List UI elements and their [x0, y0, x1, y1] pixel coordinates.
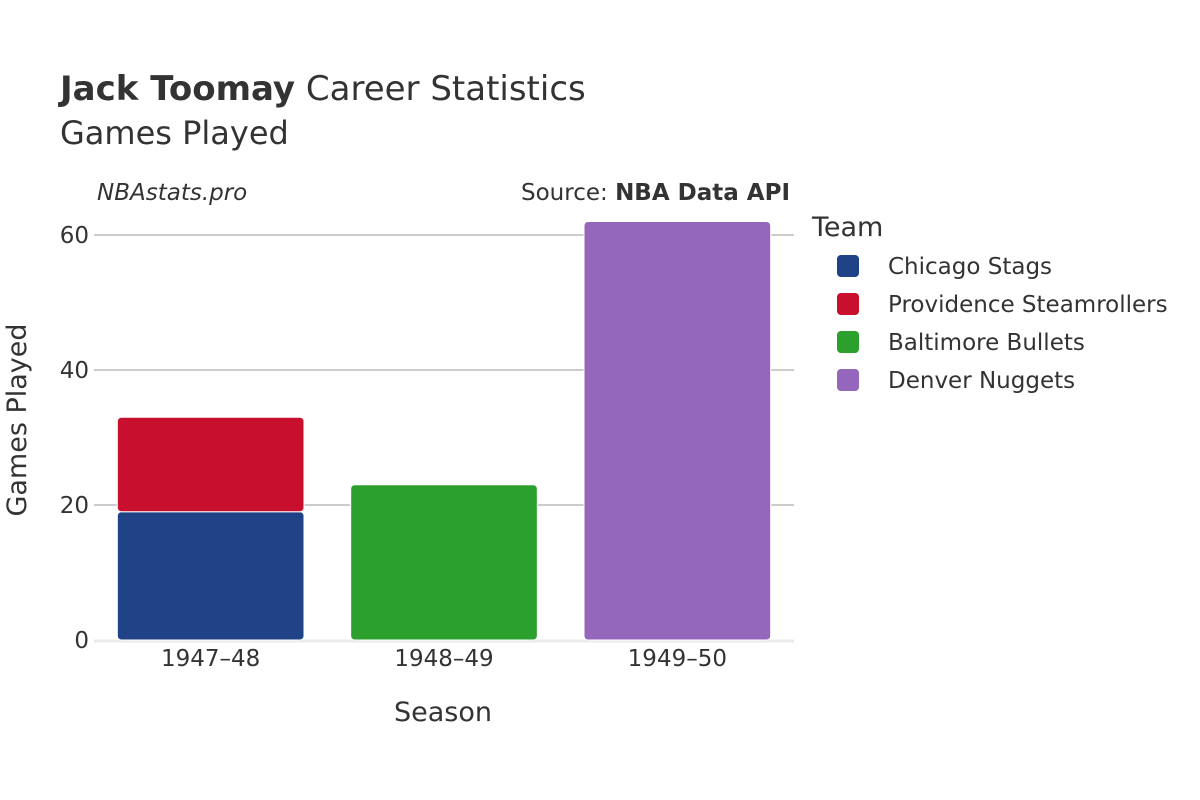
legend-label: Denver Nuggets — [888, 368, 1075, 394]
x-tick-labels: 1947–48 1948–49 1949–50 — [161, 646, 727, 672]
bar-segment — [116, 416, 305, 513]
source-credit: Source: NBA Data API — [521, 180, 790, 206]
x-axis-title: Season — [394, 697, 492, 728]
title-rest: Career Statistics — [295, 69, 586, 109]
legend-swatch — [837, 293, 859, 315]
legend-swatch — [837, 369, 859, 391]
x-tick-label: 1949–50 — [628, 646, 727, 672]
legend: Team Chicago Stags Providence Steamroller… — [811, 212, 1168, 394]
site-credit: NBAstats.pro — [97, 180, 247, 206]
legend-title: Team — [811, 212, 883, 243]
legend-label: Chicago Stags — [888, 254, 1052, 280]
player-name: Jack Toomay — [58, 69, 295, 109]
legend-swatch — [837, 331, 859, 353]
chart-title: Jack Toomay Career Statistics — [58, 69, 586, 109]
legend-label: Providence Steamrollers — [888, 292, 1168, 318]
y-tick-label: 0 — [74, 628, 89, 654]
y-tick-label: 40 — [60, 358, 89, 384]
y-tick-labels: 0 20 40 60 — [60, 223, 89, 654]
legend-swatch — [837, 255, 859, 277]
y-tick-label: 20 — [60, 493, 89, 519]
x-tick-label: 1948–49 — [394, 646, 493, 672]
legend-label: Baltimore Bullets — [888, 330, 1085, 356]
bar-segment — [583, 221, 772, 641]
bar-segment — [116, 511, 305, 641]
x-tick-label: 1947–48 — [161, 646, 260, 672]
chart-subtitle: Games Played — [60, 114, 289, 152]
bar-segment — [350, 484, 538, 641]
source-prefix: Source: — [521, 180, 615, 206]
source-name: NBA Data API — [615, 180, 790, 206]
bars — [116, 221, 772, 641]
y-tick-label: 60 — [60, 223, 89, 249]
y-axis-title: Games Played — [2, 323, 33, 516]
